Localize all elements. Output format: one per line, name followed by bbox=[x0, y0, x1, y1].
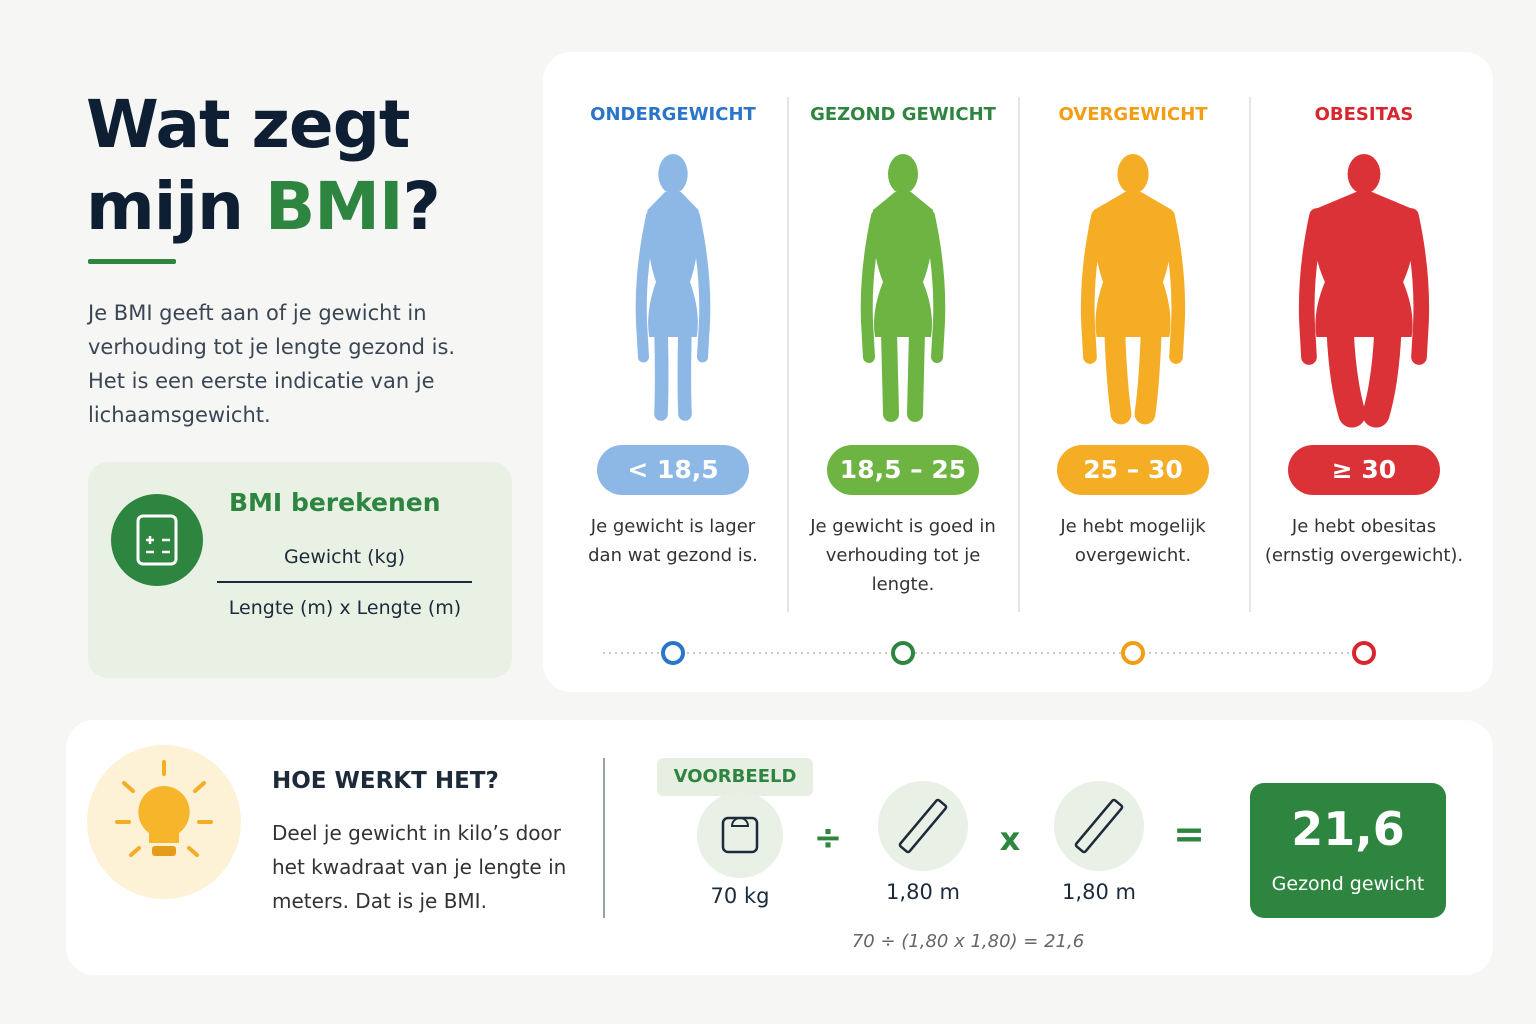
title-underline bbox=[88, 259, 176, 264]
calculator-keys bbox=[146, 536, 170, 554]
formula-denominator: Lengte (m) x Lengte (m) bbox=[228, 597, 462, 619]
category-name: OVERGEWICHT bbox=[1058, 104, 1208, 125]
range-pill: 18,5 – 25 bbox=[827, 445, 979, 495]
calculator-icon bbox=[111, 494, 203, 586]
weight: 70 kg bbox=[710, 884, 770, 908]
silhouette-head bbox=[888, 154, 918, 194]
silhouette-leg bbox=[1326, 318, 1366, 428]
title-line: Wat zegt bbox=[86, 86, 410, 163]
silhouette-torso bbox=[647, 192, 699, 337]
silhouette-leg bbox=[1104, 321, 1132, 425]
ruler-icon-circle bbox=[1054, 781, 1144, 871]
intro: Je BMI geeft aan of je gewicht in verhou… bbox=[88, 301, 456, 427]
silhouette-leg bbox=[654, 325, 669, 421]
divide-sign: ÷ bbox=[813, 818, 843, 858]
formula-title: BMI berekenen bbox=[229, 488, 441, 517]
equals-sign: = bbox=[1173, 812, 1205, 856]
title-highlight: BMI bbox=[265, 168, 404, 245]
calculation: 70 ÷ (1,80 x 1,80) = 21,6 bbox=[851, 931, 1085, 952]
silhouette-arm bbox=[1161, 209, 1186, 364]
category-name: GEZOND GEWICHT bbox=[810, 104, 996, 125]
range-pill: 25 – 30 bbox=[1057, 445, 1209, 495]
how-title: HOE WERKT HET? bbox=[272, 768, 499, 794]
silhouette-head bbox=[1347, 154, 1381, 194]
scale-marker bbox=[891, 641, 915, 665]
silhouette-arm bbox=[1298, 208, 1325, 365]
height: 1,80 m bbox=[886, 880, 960, 904]
silhouette-leg bbox=[881, 324, 899, 422]
silhouette-head bbox=[1117, 154, 1149, 194]
silhouette-arm bbox=[1403, 208, 1430, 365]
silhouette-torso bbox=[1312, 192, 1416, 337]
category-name: OBESITAS bbox=[1314, 104, 1414, 125]
scale-marker bbox=[1121, 641, 1145, 665]
ruler-icon bbox=[898, 798, 948, 854]
height: 1,80 m bbox=[1062, 880, 1136, 904]
scale-icon-circle bbox=[697, 792, 783, 878]
category-description: Je gewicht is lager dan wat gezond is. bbox=[588, 516, 758, 566]
bulb-rays bbox=[115, 760, 213, 857]
calculator-outline bbox=[136, 514, 178, 566]
bulb bbox=[138, 786, 190, 843]
range-pill: < 18,5 bbox=[597, 445, 749, 495]
formula-numerator: Gewicht (kg) bbox=[283, 546, 406, 568]
silhouette-head bbox=[658, 154, 688, 194]
result-label: Gezond gewicht bbox=[1271, 873, 1425, 895]
scale-dial bbox=[730, 817, 750, 827]
result-box bbox=[1250, 783, 1446, 918]
range-pill: ≥ 30 bbox=[1288, 445, 1440, 495]
silhouette-leg bbox=[907, 324, 925, 422]
silhouette-arm bbox=[688, 210, 711, 363]
silhouette-arm bbox=[923, 210, 946, 363]
title-line: mijn bbox=[86, 168, 244, 245]
silhouette-arm bbox=[860, 210, 883, 363]
scale-marker bbox=[1352, 641, 1376, 665]
category-description: Je gewicht is goed in verhouding tot je … bbox=[810, 516, 996, 595]
category-description: Je hebt mogelijk overgewicht. bbox=[1060, 516, 1206, 566]
ruler-icon bbox=[1074, 798, 1124, 854]
title: Wat zegt mijn BMI? bbox=[86, 84, 441, 248]
how-text: Deel je gewicht in kilo’s door het kwadr… bbox=[272, 821, 567, 913]
silhouette-torso bbox=[1093, 192, 1173, 337]
silhouette-arm bbox=[1080, 209, 1105, 364]
example-tag bbox=[657, 758, 813, 796]
scale-marker bbox=[661, 641, 685, 665]
silhouette-leg bbox=[677, 325, 692, 421]
category-name: ONDERGEWICHT bbox=[590, 104, 756, 125]
result: 21,6 bbox=[1291, 802, 1405, 856]
silhouette-torso bbox=[872, 192, 934, 337]
example-label: VOORBEELD bbox=[673, 766, 797, 787]
silhouette-leg bbox=[1134, 321, 1162, 425]
bulb-base bbox=[152, 846, 176, 856]
title-end: ? bbox=[402, 168, 441, 245]
silhouette-arm bbox=[635, 210, 658, 363]
times-sign: x bbox=[999, 820, 1021, 858]
category-description: Je hebt obesitas (ernstig overgewicht). bbox=[1264, 516, 1464, 566]
silhouette-leg bbox=[1362, 318, 1402, 428]
ruler-icon-circle bbox=[878, 781, 968, 871]
